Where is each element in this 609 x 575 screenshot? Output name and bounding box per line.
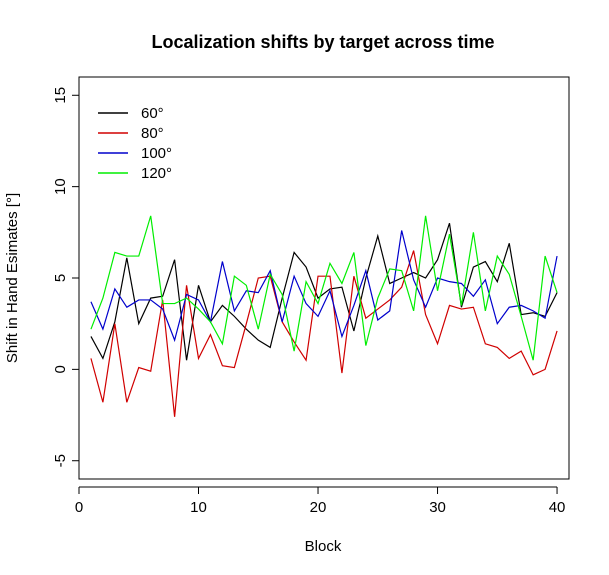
x-axis-label: Block [305,538,342,555]
y-axis: -5 0 5 10 15 [52,87,80,467]
series-layer [90,215,558,417]
legend-label-1: 80° [141,125,164,142]
legend-label-3: 120° [141,165,172,182]
x-tick-label-2: 20 [310,499,327,516]
y-tick-label-3: 10 [52,178,69,195]
x-tick-label-0: 0 [75,499,83,516]
y-axis-label: Shift in Hand Esimates [°] [4,193,21,363]
x-tick-label-4: 40 [549,499,566,516]
series-line-0 [90,222,558,361]
legend-label-0: 60° [141,105,164,122]
y-tick-label-4: 15 [52,87,69,104]
chart-title: Localization shifts by target across tim… [151,32,494,52]
y-tick-label-1: 0 [52,365,69,373]
y-tick-label-0: -5 [52,454,69,467]
series-line-1 [90,250,558,417]
x-axis: 0 10 20 30 40 [75,486,566,516]
series-line-3 [90,215,558,361]
legend: 60° 80° 100° 120° [98,105,172,182]
legend-label-2: 100° [141,145,172,162]
x-tick-label-3: 30 [429,499,446,516]
y-tick-label-2: 5 [52,274,69,282]
series-line-2 [90,230,558,343]
x-tick-label-1: 10 [190,499,207,516]
